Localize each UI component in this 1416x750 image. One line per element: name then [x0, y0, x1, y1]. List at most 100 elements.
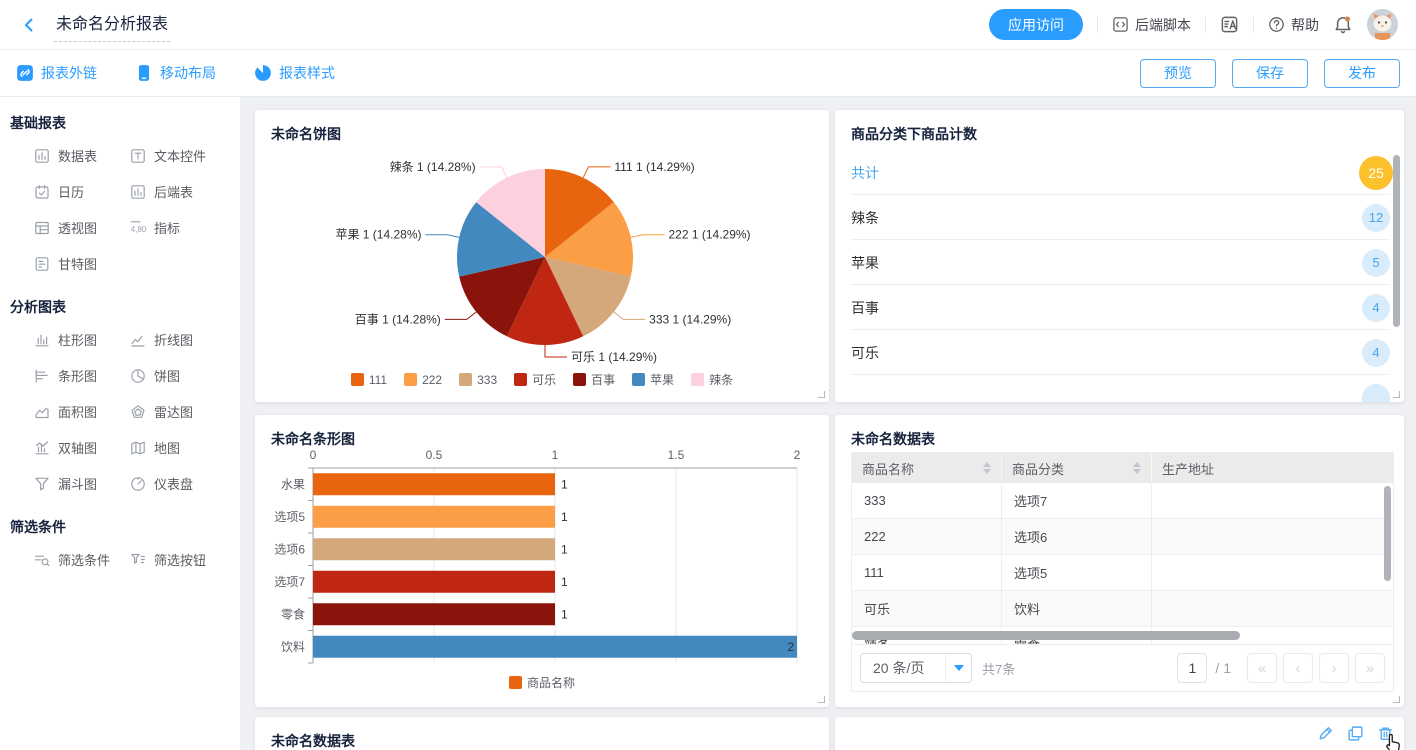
legend-item-商品名称[interactable]: 商品名称 — [508, 674, 575, 691]
sidebar-section-title: 分析图表 — [10, 299, 66, 315]
bar-选项7 — [313, 570, 555, 593]
column-header-1[interactable]: 商品名称 — [852, 453, 1002, 483]
table-vscrollbar[interactable] — [1384, 486, 1391, 581]
pie-chart-icon — [131, 368, 145, 383]
funnel-chart-icon — [35, 477, 49, 490]
count-row: 苹果 5 — [835, 240, 1404, 285]
area-chart-icon — [35, 407, 49, 418]
count-row: 共计 25 — [835, 150, 1404, 195]
resize-handle[interactable] — [818, 391, 825, 398]
legend-item-333[interactable]: 333 — [459, 371, 497, 388]
count-row: 可乐 4 — [835, 330, 1404, 375]
list-scrollbar[interactable] — [1393, 155, 1400, 327]
help-button[interactable]: 帮助 — [1268, 15, 1319, 35]
external-link-icon — [17, 65, 33, 81]
publish-button[interactable]: 发布 — [1324, 58, 1400, 88]
prev-page-button[interactable]: ‹ — [1283, 653, 1313, 683]
pie-chart-panel[interactable]: 未命名饼图 111 1 (14.29%) 222 1 (14.29%) 333 1 … — [255, 110, 829, 402]
last-page-button[interactable]: » — [1355, 653, 1385, 683]
divider — [1205, 16, 1206, 33]
panel-title: 未命名数据表 — [851, 431, 935, 447]
sidebar-item-bar-chart[interactable]: 条形图 — [34, 366, 130, 385]
legend-item-辣条[interactable]: 辣条 — [691, 371, 733, 388]
bar-value-label: 1 — [561, 510, 568, 524]
table-cell: 选项7 — [1002, 483, 1152, 519]
page-of: / 1 — [1215, 660, 1231, 676]
sidebar-item-filter-condition[interactable]: 筛选条件 — [34, 550, 130, 569]
next-page-button[interactable]: › — [1319, 653, 1349, 683]
sidebar-item-column-chart[interactable]: 柱形图 — [34, 330, 130, 349]
count-label: 共计 — [851, 164, 879, 181]
preview-button[interactable]: 预览 — [1140, 58, 1216, 88]
sidebar-item-funnel-chart[interactable]: 漏斗图 — [34, 474, 130, 493]
resize-handle[interactable] — [818, 696, 825, 703]
notifications-bell-icon[interactable] — [1333, 15, 1353, 35]
line-chart-icon — [131, 335, 145, 347]
table-cell — [1152, 591, 1393, 627]
mobile-layout-tab[interactable]: 移动布局 — [135, 63, 216, 83]
bar-value-label: 1 — [561, 607, 568, 621]
backend-table-icon — [131, 184, 145, 199]
total-count: 共7条 — [982, 661, 1016, 677]
pie-callout-line — [444, 311, 477, 320]
legend-item-222[interactable]: 222 — [404, 371, 442, 388]
sidebar-item-area-chart[interactable]: 面积图 — [34, 402, 130, 421]
bar-value-label: 2 — [787, 640, 794, 654]
resize-handle[interactable] — [1393, 696, 1400, 703]
bar-chart-icon — [35, 369, 48, 382]
gantt-icon — [35, 256, 49, 271]
sidebar-item-dual-axis-chart[interactable]: 双轴图 — [34, 438, 130, 457]
pie-callout-label: 可乐 1 (14.29%) — [571, 350, 657, 364]
legend-item-苹果[interactable]: 苹果 — [632, 371, 674, 388]
sidebar-item-calendar[interactable]: 日历 — [34, 182, 130, 201]
sidebar-item-filter-button[interactable]: 筛选按钮 — [130, 550, 240, 569]
panel-title: 商品分类下商品计数 — [851, 126, 977, 142]
back-icon[interactable] — [18, 14, 40, 36]
sort-icon[interactable] — [983, 462, 991, 474]
category-count-panel[interactable]: 商品分类下商品计数 共计 25 辣条 12 苹果 5 百事 4 可乐 4 — [835, 110, 1404, 402]
resize-handle[interactable] — [1393, 391, 1400, 398]
legend-item-111[interactable]: 111 — [350, 371, 387, 388]
sidebar-section-title: 筛选条件 — [10, 519, 66, 535]
page-number-input[interactable] — [1177, 653, 1208, 683]
external-link-tab[interactable]: 报表外链 — [16, 63, 97, 83]
report-title[interactable]: 未命名分析报表 — [54, 8, 171, 42]
report-style-tab[interactable]: 报表样式 — [254, 63, 335, 83]
sidebar-item-pivot[interactable]: 透视图 — [34, 218, 130, 237]
copy-icon[interactable] — [1347, 725, 1364, 742]
bottom-right-panel[interactable] — [835, 717, 1404, 750]
y-category-label: 选项7 — [274, 575, 305, 589]
count-row: 百事 4 — [835, 285, 1404, 330]
data-table-panel[interactable]: 未命名数据表 商品名称 商品分类 生产地址 333 选项7 222 选项6 111 选项5 可乐… — [835, 415, 1404, 707]
legend-item-百事[interactable]: 百事 — [573, 371, 615, 388]
sidebar-item-data-table[interactable]: 数据表 — [34, 146, 130, 165]
sidebar-item-gauge-chart[interactable]: 仪表盘 — [130, 474, 240, 493]
sidebar-item-metric[interactable]: 4,80 指标 — [130, 220, 181, 236]
bar-chart-panel[interactable]: 未命名条形图 0 0.5 1 1.5 2 水果 1 选项5 1 选项6 1 选项7 1 零食 1 饮料 2 商品… — [255, 415, 829, 707]
save-button[interactable]: 保存 — [1232, 58, 1308, 88]
bottom-data-table-panel[interactable]: 未命名数据表 — [255, 717, 829, 750]
backend-script-button[interactable]: 后端脚本 — [1112, 15, 1191, 35]
sidebar-item-text-widget[interactable]: 文本控件 — [130, 146, 240, 165]
legend-item-可乐[interactable]: 可乐 — [514, 371, 556, 388]
sidebar-item-radar-chart[interactable]: 雷达图 — [130, 402, 240, 421]
svg-text:4,80: 4,80 — [131, 224, 146, 233]
bar-legend: 商品名称 — [255, 674, 829, 691]
table-row: 333 选项7 — [852, 483, 1393, 519]
pie-slice-222 — [545, 202, 634, 277]
translate-icon[interactable] — [1220, 15, 1239, 34]
sidebar-item-line-chart[interactable]: 折线图 — [130, 330, 240, 349]
first-page-button[interactable]: « — [1247, 653, 1277, 683]
app-access-button[interactable]: 应用访问 — [989, 9, 1083, 40]
sidebar-item-gantt[interactable]: 甘特图 — [34, 254, 130, 273]
page-size-select[interactable]: 20 条/页 — [860, 653, 972, 683]
user-avatar[interactable] — [1367, 9, 1398, 40]
table-hscrollbar[interactable] — [852, 631, 1240, 640]
sidebar-item-pie-chart[interactable]: 饼图 — [130, 366, 240, 385]
sidebar-item-backend-table[interactable]: 后端表 — [130, 182, 240, 201]
bar-选项6 — [313, 538, 555, 561]
column-header-2[interactable]: 商品分类 — [1002, 453, 1152, 483]
sort-icon[interactable] — [1133, 462, 1141, 474]
edit-icon[interactable] — [1317, 725, 1334, 742]
sidebar-item-map-chart[interactable]: 地图 — [130, 438, 240, 457]
